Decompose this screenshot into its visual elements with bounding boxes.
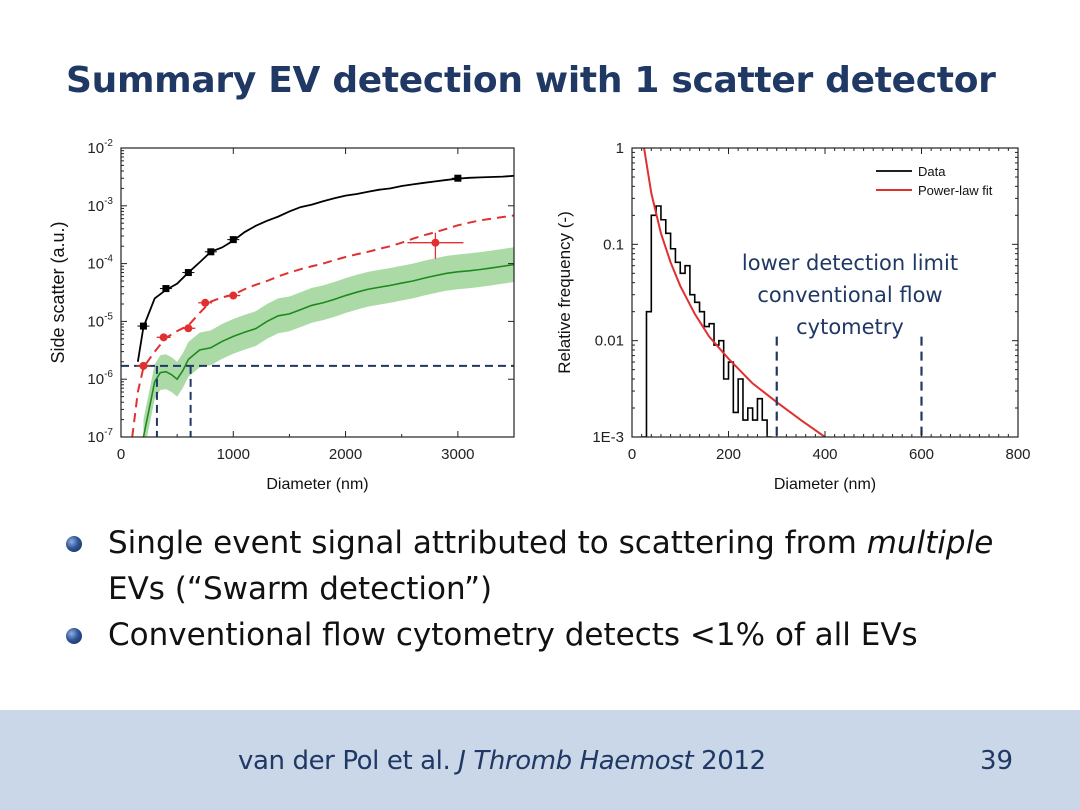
annotation-text: conventional flow	[757, 283, 942, 307]
bullet-dot-icon	[66, 536, 82, 552]
y-tick-exponent: -5	[104, 311, 113, 322]
red-data-marker	[159, 333, 168, 342]
bullet-text: Conventional flow cytometry detects <1% …	[108, 617, 918, 653]
relative-frequency-chart: 0 200 400 600 800 1E-3 0.01 0.1 1 Diameter (nm) Re…	[555, 140, 1031, 493]
x-tick-label: 3000	[441, 446, 474, 463]
page-number: 39	[980, 746, 1014, 776]
citation-text: 2012	[693, 746, 766, 776]
black-data-marker	[229, 236, 237, 244]
y-tick-label: 10-2	[87, 138, 113, 157]
slide-title: Summary EV detection with 1 scatter dete…	[66, 60, 996, 101]
y-tick-label: 10-7	[87, 427, 113, 446]
green-confidence-band	[143, 247, 514, 437]
plot-area	[121, 174, 514, 437]
y-tick-label: 0.01	[595, 333, 624, 350]
power-law-fit-line	[643, 148, 826, 437]
x-tick-label: 200	[716, 446, 741, 463]
legend-label-data: Data	[918, 164, 946, 179]
legend-label-fit: Power-law fit	[918, 183, 993, 198]
y-tick-label: 10-3	[87, 196, 113, 215]
side-scatter-chart: 0 1000 2000 300010-710-610-510-410-310-2Dia…	[48, 138, 515, 493]
citation-text: van der Pol et al.	[238, 746, 459, 776]
annotation-text: lower detection limit	[742, 251, 958, 275]
x-tick-label: 600	[909, 446, 934, 463]
x-tick-label: 0	[628, 446, 636, 463]
y-tick-base: 10	[87, 429, 104, 446]
red-data-marker	[139, 361, 148, 370]
red-data-marker	[431, 238, 440, 247]
x-tick-label: 0	[117, 446, 125, 463]
black-data-marker	[184, 269, 192, 277]
y-tick-exponent: -2	[104, 138, 113, 149]
x-axis-label: Diameter (nm)	[266, 476, 368, 493]
charts: 0 1000 2000 300010-710-610-510-410-310-2Dia…	[48, 138, 1031, 493]
y-tick-label: 10-4	[87, 254, 113, 273]
y-tick-base: 10	[87, 371, 104, 388]
data-histogram-line	[641, 205, 772, 437]
bullet-text: EVs (“Swarm detection”)	[108, 571, 493, 607]
y-tick-label: 10-5	[87, 311, 113, 330]
bullet-item: Single event signal attributed to scatte…	[62, 520, 1042, 612]
y-tick-exponent: -7	[104, 427, 113, 438]
x-axis-label: Diameter (nm)	[774, 476, 876, 493]
bullet-text: Single event signal attributed to scatte…	[108, 525, 867, 561]
y-tick-base: 10	[87, 198, 104, 215]
bullet-dot-icon	[66, 628, 82, 644]
y-tick-label: 10-6	[87, 369, 113, 388]
y-tick-base: 10	[87, 313, 104, 330]
black-data-marker	[162, 285, 170, 293]
y-tick-label: 0.1	[603, 236, 624, 253]
x-tick-label: 1000	[217, 446, 250, 463]
red-data-marker	[229, 291, 238, 300]
plot-frame	[120, 147, 515, 438]
bullet-list: Single event signal attributed to scatte…	[62, 520, 1042, 658]
black-data-marker	[139, 322, 147, 330]
y-tick-base: 10	[87, 256, 104, 273]
x-tick-label: 800	[1005, 446, 1030, 463]
x-tick-label: 400	[812, 446, 837, 463]
black-data-marker	[454, 174, 462, 182]
green-series-line	[142, 263, 514, 437]
legend: Data Power-law fit	[876, 164, 993, 198]
x-tick-label: 2000	[329, 446, 362, 463]
citation-text: J Thromb Haemost	[458, 746, 694, 776]
plot-area	[641, 148, 923, 437]
y-tick-label: 1	[616, 140, 624, 157]
y-tick-exponent: -6	[104, 369, 113, 380]
annotation-text: cytometry	[796, 315, 904, 339]
y-tick-exponent: -4	[104, 254, 113, 265]
y-tick-base: 10	[87, 140, 104, 157]
red-data-marker	[184, 324, 193, 333]
bullet-item: Conventional flow cytometry detects <1% …	[62, 612, 1042, 658]
footer-bar: van der Pol et al. J Thromb Haemost 2012…	[0, 710, 1080, 810]
red-data-marker	[201, 298, 210, 307]
black-data-marker	[207, 248, 215, 256]
black-series-line	[136, 174, 514, 362]
y-tick-label: 1E-3	[592, 429, 624, 446]
bullet-text: multiple	[866, 525, 994, 561]
y-axis-label: Side scatter (a.u.)	[48, 221, 68, 363]
citation: van der Pol et al. J Thromb Haemost 2012	[238, 746, 766, 776]
y-axis-label: Relative frequency (-)	[555, 211, 574, 374]
y-tick-exponent: -3	[104, 196, 113, 207]
